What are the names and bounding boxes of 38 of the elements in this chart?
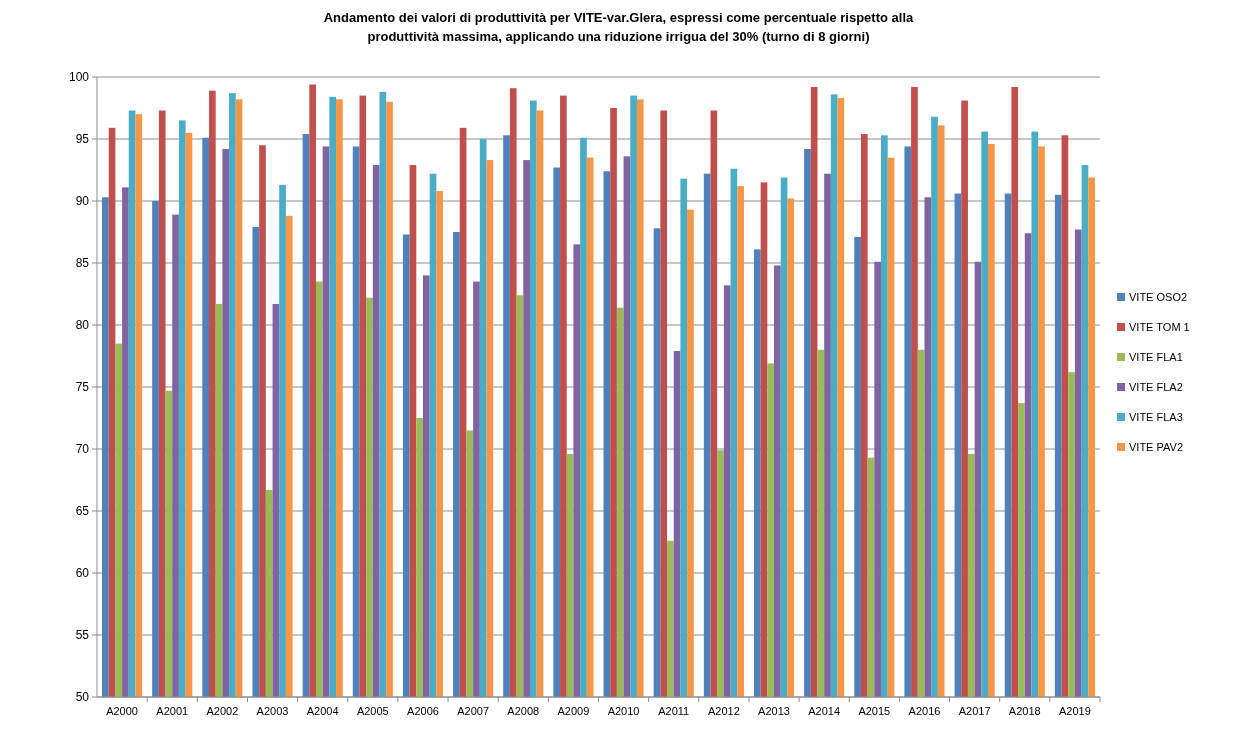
x-tick-label: A2017 (958, 705, 991, 717)
legend-label: VITE FLA1 (1129, 350, 1183, 363)
y-tick-label: 75 (75, 380, 90, 395)
x-tick-label: A2010 (607, 705, 640, 717)
chart-title: Andamento dei valori di produttività per VITE-var.Glera, espressi come percentuale rispetto alla produttività massima, applicando una riduzione irrigua del 30% (turno di 8 giorni) (323, 10, 915, 44)
y-tick-label: 90 (75, 194, 90, 209)
y-tick-label: 65 (75, 504, 90, 519)
x-tick-label: A2005 (356, 705, 389, 717)
x-tick-label: A2004 (306, 705, 339, 717)
x-tick-label: A2013 (758, 705, 790, 717)
x-tick-label: A2002 (206, 705, 239, 717)
y-tick-label: 50 (75, 690, 90, 705)
legend-label: VITE PAV2 (1129, 440, 1184, 453)
x-tick-label: A2019 (1059, 705, 1091, 717)
y-tick-label: 80 (75, 318, 90, 333)
legend-label: VITE FLA2 (1129, 380, 1183, 393)
x-tick-label: A2014 (808, 705, 841, 717)
y-tick-label: 60 (75, 566, 90, 581)
x-tick-label: A2007 (457, 705, 490, 717)
x-tick-label: A2011 (658, 705, 690, 717)
x-tick-label: A2006 (407, 705, 439, 717)
x-tick-label: A2001 (156, 705, 189, 717)
x-tick-label: A2016 (908, 705, 941, 717)
x-tick-label: A2000 (106, 705, 138, 717)
x-tick-label: A2015 (858, 705, 891, 717)
x-tick-label: A2012 (707, 705, 740, 717)
legend-label: VITE FLA3 (1129, 410, 1183, 423)
x-tick-label: A2003 (256, 705, 289, 717)
x-tick-label: A2008 (507, 705, 540, 717)
y-tick-label: 100 (68, 70, 90, 85)
x-tick-label: A2009 (557, 705, 590, 717)
legend-label: VITE TOM 1 (1129, 320, 1190, 333)
y-tick-label: 95 (75, 132, 90, 147)
y-tick-label: 55 (75, 628, 90, 643)
y-tick-label: 85 (75, 256, 90, 271)
legend-label: VITE OSO2 (1129, 290, 1188, 303)
y-tick-label: 70 (75, 442, 90, 457)
x-tick-label: A2018 (1008, 705, 1041, 717)
